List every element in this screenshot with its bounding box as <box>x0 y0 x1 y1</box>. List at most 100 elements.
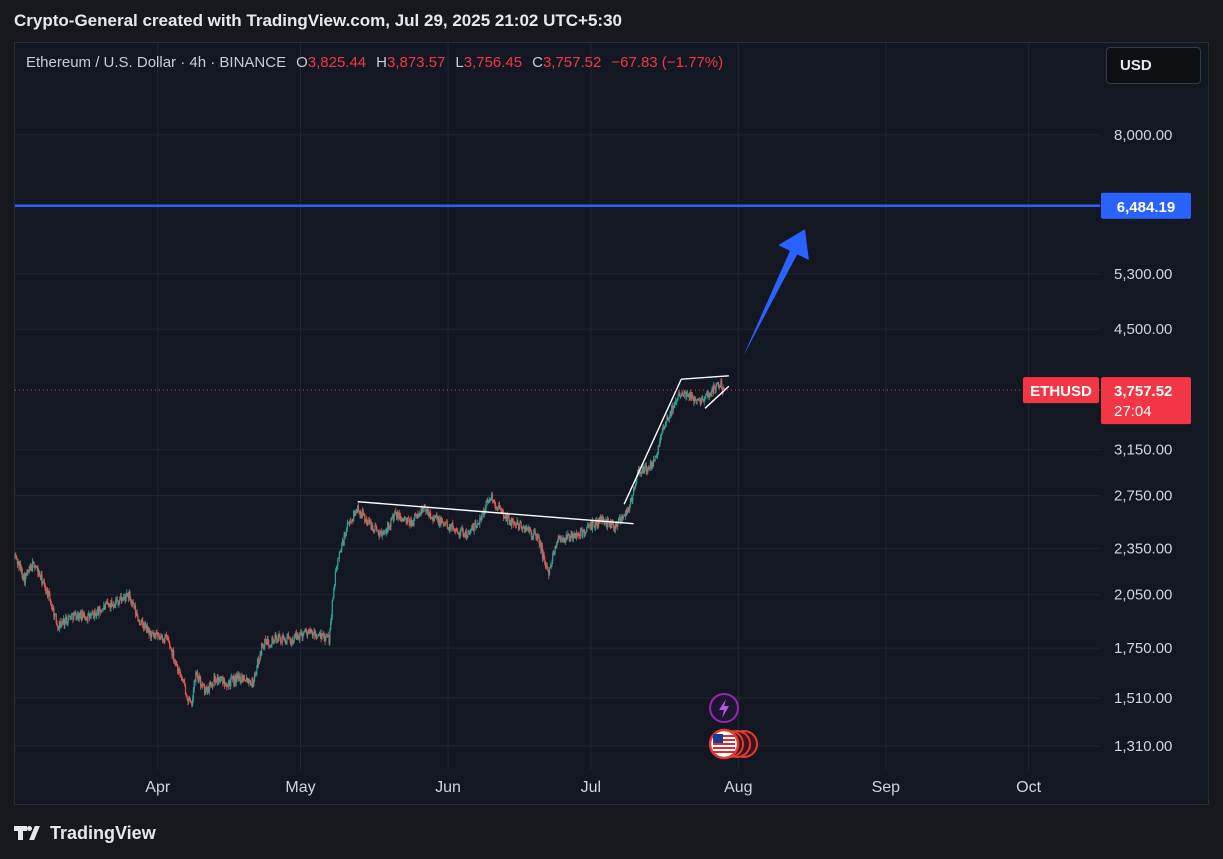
candle-body <box>533 531 536 533</box>
candle-body <box>648 467 650 469</box>
candle-body <box>69 615 71 617</box>
candle-body <box>709 393 711 398</box>
candle-body <box>94 610 96 614</box>
time-axis: Apr May Jun Jul Aug Sep Oct <box>145 779 1041 796</box>
candle-body <box>575 533 578 537</box>
symbol-tag <box>1023 377 1099 404</box>
candle-body <box>291 639 294 643</box>
candle-body <box>47 590 49 597</box>
y-tick-label: 3,150.00 <box>1114 442 1172 459</box>
candle-body <box>239 676 241 682</box>
candle-body <box>596 521 598 526</box>
candle-body <box>74 612 76 614</box>
candle-body <box>564 541 566 543</box>
candle-body <box>536 536 538 539</box>
candle-body <box>439 518 441 524</box>
candle-body <box>503 516 505 519</box>
candle-body <box>65 616 67 620</box>
candle-body <box>706 393 708 395</box>
candle-body <box>295 633 297 638</box>
candle-body <box>700 398 702 404</box>
candle-body <box>713 385 716 388</box>
candle-body <box>93 610 95 619</box>
candle-body <box>567 533 569 537</box>
candle-body <box>650 462 652 468</box>
candle-body <box>658 445 660 447</box>
candle-body <box>682 392 684 396</box>
candle-body <box>222 677 224 684</box>
candle-body <box>657 445 659 455</box>
candle-body <box>520 521 522 527</box>
candle-body <box>633 488 635 495</box>
candle-body <box>487 500 490 503</box>
candle-body <box>111 600 113 605</box>
candle-body <box>137 616 139 622</box>
candle-body <box>368 519 371 522</box>
candle-body <box>173 650 175 662</box>
candle-body <box>132 601 134 604</box>
candle-body <box>662 427 664 432</box>
candle-body <box>130 599 132 601</box>
candle-body <box>571 534 573 536</box>
candle-body <box>150 630 152 638</box>
candle-body <box>295 633 298 640</box>
candle-body <box>291 639 293 644</box>
y-tick-label: 2,350.00 <box>1114 541 1172 558</box>
candle-body <box>375 526 377 527</box>
candle-body <box>491 494 494 501</box>
candle-body <box>549 566 551 568</box>
candle-body <box>260 653 262 656</box>
candle-body <box>501 509 503 513</box>
candle-body <box>569 538 571 542</box>
candle-body <box>151 632 153 634</box>
candle-body <box>521 526 523 529</box>
candle-body <box>389 526 391 527</box>
candle-body <box>710 390 712 397</box>
candle-body <box>217 677 219 682</box>
candle-body <box>119 599 121 602</box>
candle-body <box>588 524 590 526</box>
candle-body <box>404 517 406 519</box>
candle-body <box>659 440 661 447</box>
candle-body <box>689 392 691 398</box>
candle-body <box>192 698 194 706</box>
candle-body <box>46 589 49 597</box>
candle-body <box>362 510 364 515</box>
candle-body <box>138 620 140 622</box>
candle-body <box>314 633 317 636</box>
candle-body <box>61 620 64 624</box>
candle-body <box>607 518 609 523</box>
candle-body <box>584 532 586 536</box>
candle-body <box>683 391 686 396</box>
candle-body <box>123 596 126 598</box>
candle-body <box>434 516 436 518</box>
y-tick-label: 1,510.00 <box>1114 690 1172 707</box>
candle-body <box>591 521 593 530</box>
candle-body <box>398 513 400 519</box>
candle-body <box>519 521 521 524</box>
candle-body <box>101 609 103 611</box>
candle-body <box>422 510 424 512</box>
candle-body <box>394 511 396 515</box>
candle-body <box>674 401 676 405</box>
candle-body <box>541 545 543 551</box>
candle-body <box>440 518 442 524</box>
candle-body <box>442 522 444 524</box>
candle-body <box>176 664 179 671</box>
symbol-info[interactable]: Ethereum / U.S. Dollar · 4h · BINANCE <box>26 54 287 71</box>
candle-body <box>684 391 686 393</box>
currency-button[interactable]: USD <box>1106 47 1201 84</box>
candle-body <box>319 632 321 638</box>
candle-body <box>410 519 413 527</box>
candle-body <box>414 514 417 516</box>
candle-body <box>312 632 314 636</box>
candle-body <box>468 532 471 535</box>
candle-body <box>544 558 546 565</box>
candle-body <box>539 542 541 545</box>
candle-body <box>426 509 429 513</box>
candle-body <box>546 564 548 571</box>
candle-body <box>424 504 426 507</box>
candle-body <box>566 535 568 537</box>
candle-body <box>63 618 65 626</box>
